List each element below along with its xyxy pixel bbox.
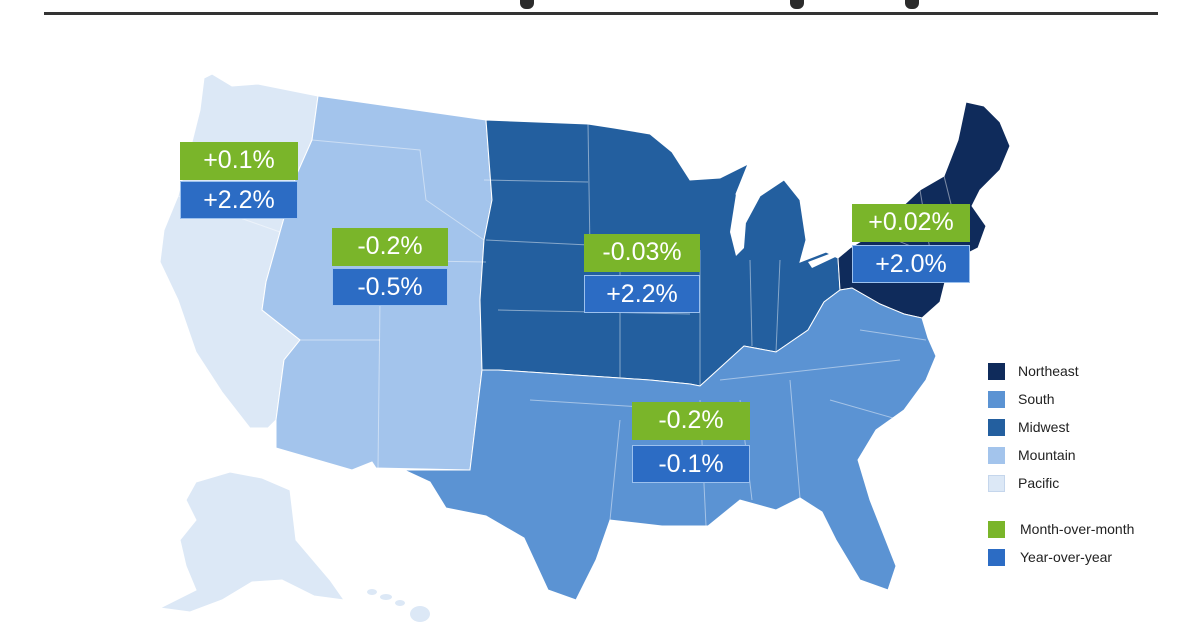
header-rule xyxy=(44,12,1158,15)
northeast-mom-badge: +0.02% xyxy=(852,204,970,242)
legend-item-northeast: Northeast xyxy=(988,360,1134,388)
legend-swatch xyxy=(988,391,1005,408)
legend-label: Mountain xyxy=(1018,447,1076,463)
legend-label: Northeast xyxy=(1018,363,1079,379)
legend-item-midwest: Midwest xyxy=(988,416,1134,444)
mountain-mom-badge: -0.2% xyxy=(332,228,448,266)
region-south xyxy=(403,287,937,601)
northeast-yoy-badge: +2.0% xyxy=(852,245,970,283)
legend-swatch xyxy=(988,521,1005,538)
legend-label: South xyxy=(1018,391,1055,407)
region-hawaii xyxy=(367,589,430,622)
legend-item-mountain: Mountain xyxy=(988,444,1134,472)
legend-label: Pacific xyxy=(1018,475,1060,491)
lake-michigan xyxy=(730,194,746,256)
legend-item-south: South xyxy=(988,388,1134,416)
map-legend: Northeast South Midwest Mountain Pacific… xyxy=(988,360,1134,574)
legend-label: Year-over-year xyxy=(1020,549,1113,565)
lake-superior xyxy=(650,134,746,166)
title-fragments xyxy=(0,0,1200,10)
legend-swatch xyxy=(988,363,1005,380)
pacific-mom-badge: +0.1% xyxy=(180,142,298,180)
legend-swatch xyxy=(988,419,1005,436)
legend-item-pacific: Pacific xyxy=(988,472,1134,500)
region-alaska xyxy=(158,471,346,613)
midwest-mom-badge: -0.03% xyxy=(584,234,700,272)
legend-swatch xyxy=(988,549,1005,566)
south-yoy-badge: -0.1% xyxy=(632,445,750,483)
legend-item-year-over-year: Year-over-year xyxy=(988,546,1134,574)
legend-label: Month-over-month xyxy=(1020,521,1135,537)
south-mom-badge: -0.2% xyxy=(632,402,750,440)
lake-erie xyxy=(808,246,850,268)
mountain-yoy-badge: -0.5% xyxy=(332,268,448,306)
legend-swatch xyxy=(988,475,1005,492)
legend-label: Midwest xyxy=(1018,419,1070,435)
pacific-yoy-badge: +2.2% xyxy=(180,181,298,219)
midwest-yoy-badge: +2.2% xyxy=(584,275,700,313)
legend-swatch xyxy=(988,447,1005,464)
legend-item-month-over-month: Month-over-month xyxy=(988,518,1134,546)
